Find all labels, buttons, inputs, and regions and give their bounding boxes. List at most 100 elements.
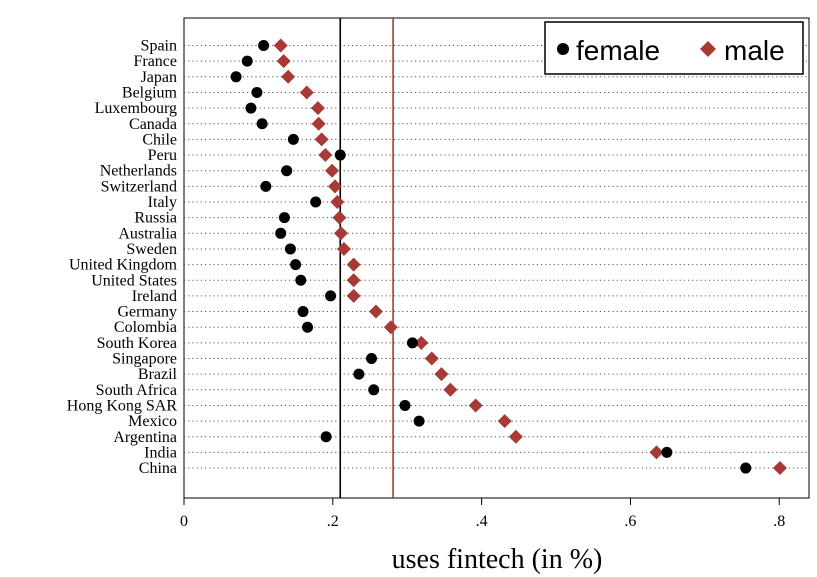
category-label: India xyxy=(144,444,177,461)
female-point xyxy=(230,71,242,83)
category-label: United Kingdom xyxy=(69,257,178,274)
male-point xyxy=(318,148,333,163)
male-point xyxy=(772,461,787,476)
male-point xyxy=(299,85,314,100)
female-point xyxy=(287,133,299,145)
female-point xyxy=(281,165,293,177)
category-label: Singapore xyxy=(112,351,177,368)
category-label: Sweden xyxy=(126,241,177,258)
female-point xyxy=(661,446,673,458)
x-tick-label: .2 xyxy=(327,513,339,530)
legend-female-marker xyxy=(557,43,569,55)
male-point xyxy=(368,304,383,319)
female-point xyxy=(278,212,290,224)
male-point xyxy=(310,101,325,116)
female-point xyxy=(325,290,337,302)
category-label: Luxembourg xyxy=(95,100,177,117)
female-point xyxy=(406,337,418,349)
category-label: Ireland xyxy=(132,288,177,305)
male-point xyxy=(333,226,348,241)
female-point xyxy=(310,196,322,208)
female-point xyxy=(399,399,411,411)
data-marks xyxy=(230,38,787,476)
x-axis-title: uses fintech (in %) xyxy=(392,544,603,575)
category-label: Canada xyxy=(129,116,177,133)
category-label: Russia xyxy=(134,210,177,227)
male-point xyxy=(383,320,398,335)
male-point xyxy=(336,241,351,256)
male-point xyxy=(468,398,483,413)
male-point xyxy=(332,210,347,225)
male-point xyxy=(346,288,361,303)
male-point xyxy=(328,179,343,194)
female-point xyxy=(260,180,272,192)
female-point xyxy=(241,55,253,67)
female-point xyxy=(302,321,314,333)
female-point xyxy=(251,86,263,98)
female-point xyxy=(245,102,257,114)
male-point xyxy=(649,445,664,460)
category-label: Brazil xyxy=(138,366,178,383)
category-label: Mexico xyxy=(128,413,177,430)
male-point xyxy=(281,69,296,84)
x-tick-label: .6 xyxy=(624,513,636,530)
male-point xyxy=(424,351,439,366)
female-point xyxy=(295,274,307,286)
x-tick-label: .8 xyxy=(773,513,785,530)
category-label: France xyxy=(133,53,177,70)
x-tick-label: 0 xyxy=(180,513,188,530)
category-label: United States xyxy=(91,272,177,289)
plot-frame xyxy=(183,17,810,499)
female-point xyxy=(740,462,752,474)
female-point xyxy=(413,415,425,427)
male-point xyxy=(414,335,429,350)
legend-female-label: female xyxy=(576,35,660,66)
female-point xyxy=(320,431,332,443)
female-point xyxy=(353,368,365,380)
female-point xyxy=(275,227,287,239)
male-point xyxy=(311,116,326,131)
category-label: Australia xyxy=(118,225,177,242)
female-point xyxy=(290,259,302,271)
female-point xyxy=(334,149,346,161)
male-point xyxy=(497,414,512,429)
category-label: Spain xyxy=(141,38,177,55)
category-label: Japan xyxy=(141,69,177,86)
category-label: Italy xyxy=(148,194,177,211)
category-label: Belgium xyxy=(122,84,178,101)
category-label: Chile xyxy=(142,131,177,148)
male-point xyxy=(346,273,361,288)
category-label: Germany xyxy=(117,304,177,321)
category-label: South Korea xyxy=(97,335,177,352)
male-point xyxy=(346,257,361,272)
male-point xyxy=(325,163,340,178)
category-label: South Africa xyxy=(96,382,177,399)
x-tick-label: .4 xyxy=(476,513,488,530)
female-point xyxy=(258,40,270,51)
male-point xyxy=(443,382,458,397)
plot-area xyxy=(183,17,810,499)
male-point xyxy=(276,54,291,69)
category-label: China xyxy=(139,460,177,477)
legend-male-marker xyxy=(700,41,716,57)
category-label: Netherlands xyxy=(100,163,177,180)
category-label: Peru xyxy=(148,147,177,164)
category-label: Switzerland xyxy=(101,178,177,195)
x-axis: 0 .2 .4 .6 .8 xyxy=(180,498,785,530)
legend: female male xyxy=(544,21,804,75)
female-point xyxy=(366,353,377,364)
male-point xyxy=(434,367,449,382)
reference-lines xyxy=(339,18,394,498)
category-label: Colombia xyxy=(114,319,177,336)
male-point xyxy=(508,429,523,444)
female-point xyxy=(256,118,268,130)
male-point xyxy=(330,195,345,209)
female-point xyxy=(368,384,380,396)
female-point xyxy=(284,243,296,255)
female-point xyxy=(297,306,309,318)
gridlines xyxy=(184,45,809,469)
legend-box xyxy=(544,21,804,75)
category-label: Argentina xyxy=(113,429,177,446)
category-label: Hong Kong SAR xyxy=(67,397,178,414)
